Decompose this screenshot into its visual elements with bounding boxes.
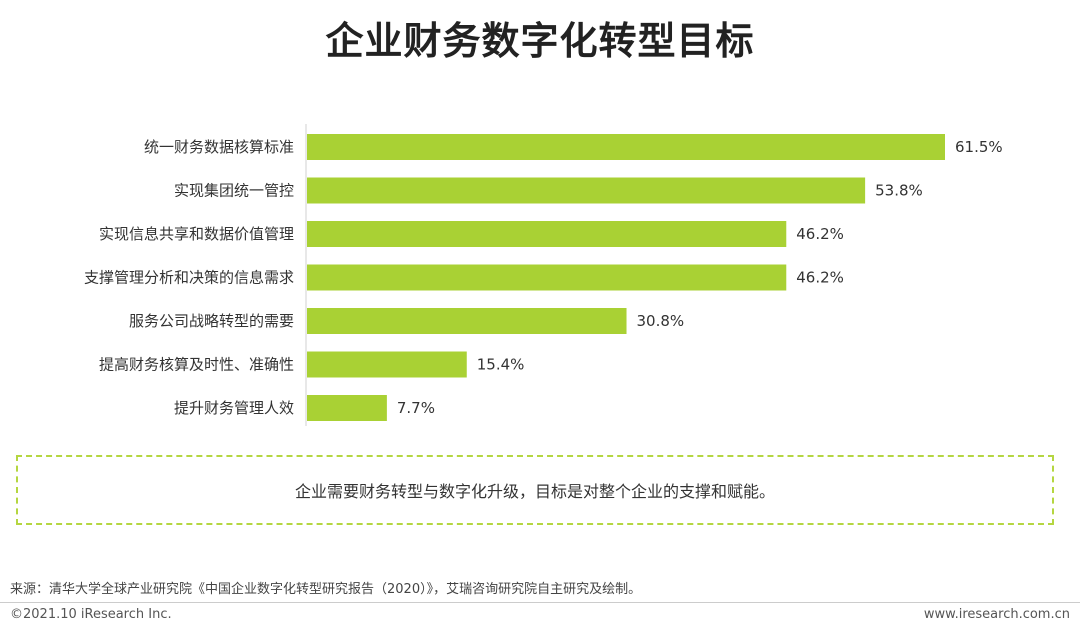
value-label: 46.2% <box>796 225 844 243</box>
category-label: 实现信息共享和数据价值管理 <box>99 225 294 243</box>
bar <box>307 177 866 204</box>
bar <box>307 221 787 247</box>
bar <box>307 264 787 291</box>
value-label: 7.7% <box>397 399 435 417</box>
category-label: 提高财务核算及时性、准确性 <box>99 356 294 374</box>
value-label: 61.5% <box>955 138 1003 156</box>
website-text: www.iresearch.com.cn <box>923 607 1070 622</box>
category-label: 提升财务管理人效 <box>174 399 294 417</box>
value-label: 53.8% <box>875 182 923 200</box>
category-label: 统一财务数据核算标准 <box>144 138 294 156</box>
note-box: 企业需要财务转型与数字化升级，目标是对整个企业的支撑和赋能。 <box>16 455 1054 525</box>
value-label: 46.2% <box>796 269 844 287</box>
page-title: 企业财务数字化转型目标 <box>325 19 755 63</box>
source-note: 来源：清华大学全球产业研究院《中国企业数字化转型研究报告（2020）》，艾瑞咨询… <box>10 582 642 597</box>
note-text: 企业需要财务转型与数字化升级，目标是对整个企业的支撑和赋能。 <box>294 482 775 501</box>
bar <box>307 351 467 378</box>
value-label: 15.4% <box>477 356 525 374</box>
category-label: 服务公司战略转型的需要 <box>129 312 294 330</box>
category-label: 支撑管理分析和决策的信息需求 <box>84 269 294 287</box>
bar <box>307 308 627 334</box>
bar-chart: 统一财务数据核算标准 61.5% 实现集团统一管控 53.8% 实现信息共享和数据价值管… <box>84 124 1003 426</box>
copyright-text: ©2021.10 iResearch Inc. <box>10 607 172 622</box>
value-label: 30.8% <box>637 312 685 330</box>
bar <box>307 395 387 421</box>
category-label: 实现集团统一管控 <box>174 182 294 200</box>
footer-divider <box>0 602 1080 603</box>
bar <box>307 134 945 160</box>
